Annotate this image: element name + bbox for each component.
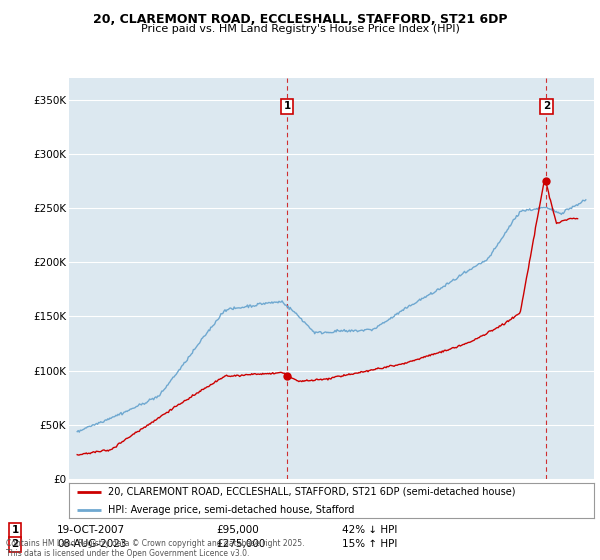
Text: £95,000: £95,000 bbox=[216, 525, 259, 535]
Text: 42% ↓ HPI: 42% ↓ HPI bbox=[342, 525, 397, 535]
Text: 2: 2 bbox=[543, 101, 550, 111]
Text: 20, CLAREMONT ROAD, ECCLESHALL, STAFFORD, ST21 6DP: 20, CLAREMONT ROAD, ECCLESHALL, STAFFORD… bbox=[93, 13, 507, 26]
Text: 08-AUG-2023: 08-AUG-2023 bbox=[57, 539, 127, 549]
Text: 19-OCT-2007: 19-OCT-2007 bbox=[57, 525, 125, 535]
Text: £275,000: £275,000 bbox=[216, 539, 265, 549]
Text: Contains HM Land Registry data © Crown copyright and database right 2025.
This d: Contains HM Land Registry data © Crown c… bbox=[6, 539, 305, 558]
Text: 15% ↑ HPI: 15% ↑ HPI bbox=[342, 539, 397, 549]
Text: 1: 1 bbox=[11, 525, 19, 535]
Text: Price paid vs. HM Land Registry's House Price Index (HPI): Price paid vs. HM Land Registry's House … bbox=[140, 24, 460, 34]
Text: HPI: Average price, semi-detached house, Stafford: HPI: Average price, semi-detached house,… bbox=[109, 505, 355, 515]
Text: 2: 2 bbox=[11, 539, 19, 549]
Text: 20, CLAREMONT ROAD, ECCLESHALL, STAFFORD, ST21 6DP (semi-detached house): 20, CLAREMONT ROAD, ECCLESHALL, STAFFORD… bbox=[109, 487, 516, 497]
Text: 1: 1 bbox=[284, 101, 291, 111]
